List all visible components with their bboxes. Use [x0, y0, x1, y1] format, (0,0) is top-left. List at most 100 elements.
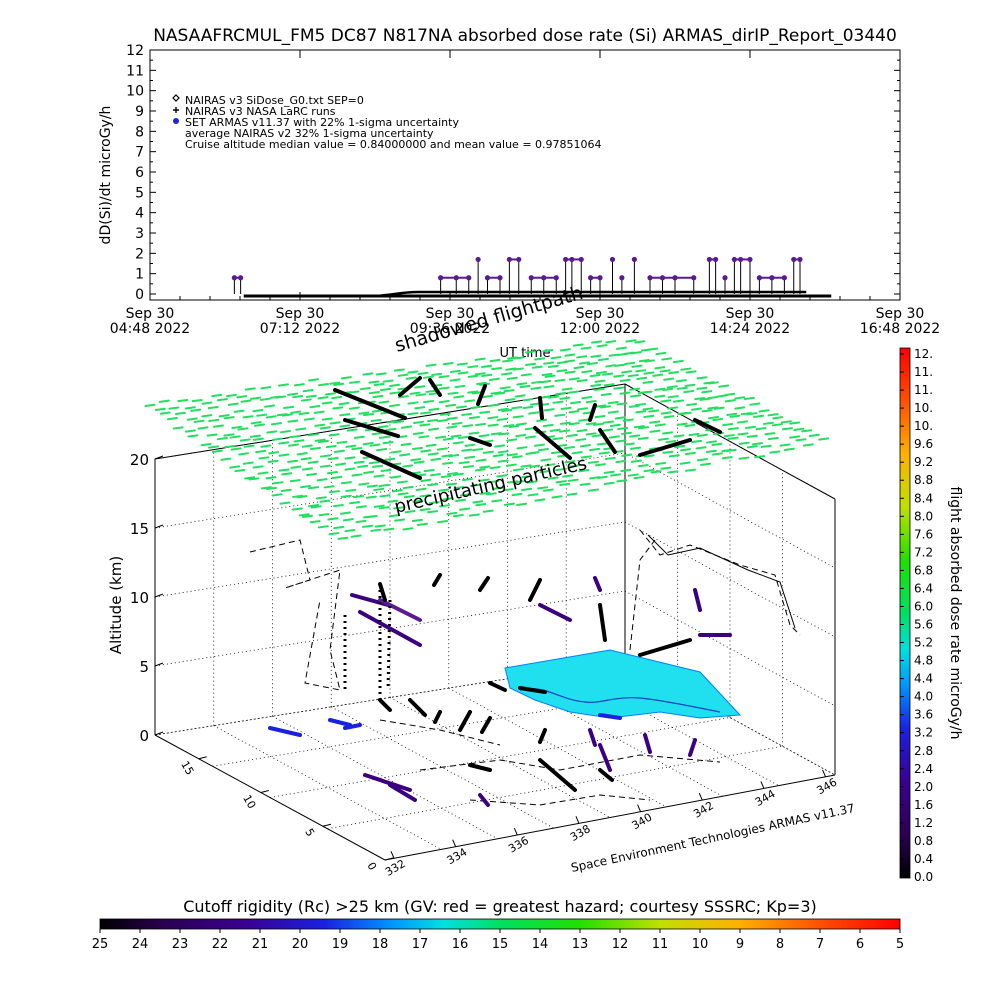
particle-dash — [328, 532, 340, 536]
particle-dash — [451, 421, 463, 426]
particle-dash — [514, 394, 526, 398]
particle-dash — [673, 399, 685, 403]
particle-dash — [429, 473, 441, 477]
particle-dash — [526, 480, 538, 484]
particle-dash — [591, 340, 603, 344]
colorbar-tick-label: 9.6 — [914, 437, 933, 451]
particle-dash — [369, 443, 381, 447]
bottom-colorbar — [99, 918, 901, 930]
particle-dash — [362, 524, 374, 528]
particle-dash — [511, 455, 523, 459]
particle-dash — [513, 356, 525, 360]
particle-dash — [212, 424, 224, 428]
particle-dash — [547, 476, 559, 480]
flightpath-segment — [343, 418, 400, 438]
particle-dash — [446, 425, 458, 429]
flightpath-segment — [476, 384, 487, 406]
top-chart-title: NASAAFRCMUL_FM5 DC87 N817NA absorbed dos… — [153, 26, 897, 46]
particle-dash — [278, 468, 290, 472]
particle-dash — [595, 404, 607, 408]
particle-dash — [256, 413, 268, 417]
x3-tick-label: 336 — [506, 834, 531, 856]
particle-dash — [229, 465, 241, 469]
particle-dash — [541, 372, 553, 377]
particle-dash — [452, 441, 464, 445]
particle-dash — [727, 436, 739, 440]
particle-dash — [452, 513, 464, 518]
particle-dash — [383, 527, 395, 531]
particle-dash — [382, 379, 394, 383]
y-tick-label: 10 — [126, 84, 144, 100]
particle-dash — [302, 467, 314, 471]
flightpath-segment — [433, 710, 442, 724]
particle-dash — [643, 468, 655, 473]
particle-dash — [412, 499, 424, 503]
particle-dash — [358, 411, 370, 415]
flightpath-segment — [328, 718, 352, 727]
particle-dash — [721, 456, 733, 460]
particle-dash — [529, 402, 541, 406]
particle-dash — [419, 507, 431, 512]
particle-dash — [764, 432, 776, 436]
particle-dash — [231, 425, 243, 430]
x3-tick-label: 338 — [568, 822, 593, 844]
particle-dash — [445, 403, 457, 408]
particle-dash — [446, 416, 458, 420]
particle-dash — [362, 412, 374, 417]
shadow-flightpath-right-solid — [647, 534, 796, 629]
particle-dash — [239, 438, 251, 442]
particle-dash — [499, 386, 511, 390]
particle-dash — [481, 394, 493, 399]
bottom-colorbar-tick-label: 9 — [736, 937, 744, 952]
flightpath-segment — [408, 698, 427, 717]
particle-dash — [490, 432, 502, 436]
particle-dash — [260, 486, 272, 490]
flightpath-segment — [538, 758, 577, 792]
particle-dash — [754, 455, 766, 459]
particle-dash — [298, 513, 310, 517]
particle-dash — [225, 393, 237, 398]
bottom-colorbar-tick-label: 7 — [816, 937, 824, 952]
particle-dash — [379, 387, 391, 392]
flightpath-segment — [533, 426, 572, 460]
particle-dash — [430, 457, 442, 462]
particle-dash — [628, 404, 640, 408]
particle-dash — [540, 458, 552, 462]
particle-dash — [552, 437, 564, 441]
particle-dash — [625, 339, 637, 343]
z-tick-mark — [154, 524, 164, 529]
particle-dash — [401, 425, 413, 429]
z-tick-label: 20 — [130, 451, 149, 469]
particle-dash — [616, 479, 628, 483]
particle-dash — [522, 405, 534, 410]
particle-dash — [660, 399, 672, 403]
particle-dash — [474, 468, 486, 472]
particle-dash — [631, 364, 643, 368]
particle-dash — [666, 385, 678, 389]
particle-dash — [676, 422, 688, 426]
y3-tick-mark — [384, 857, 394, 861]
armas-point — [597, 275, 603, 281]
particle-dash — [701, 409, 713, 413]
y-tick-label: 9 — [135, 104, 144, 120]
particle-dash — [236, 395, 248, 399]
particle-dash — [630, 394, 642, 398]
particle-dash — [290, 410, 302, 414]
particle-dash — [555, 391, 567, 396]
particle-dash — [438, 400, 450, 404]
particle-dash — [559, 421, 571, 425]
particle-dash — [442, 437, 454, 441]
particle-dash — [629, 387, 641, 391]
y3-tick-mark — [322, 823, 332, 827]
particle-dash — [461, 477, 473, 482]
bottom-colorbar-tick-label: 22 — [212, 937, 229, 952]
particle-dash — [402, 527, 414, 531]
particle-dash — [751, 442, 763, 446]
particle-dash — [403, 495, 415, 499]
particle-dash — [377, 425, 389, 429]
particle-dash — [718, 384, 730, 388]
particle-dash — [674, 444, 686, 449]
particle-dash — [501, 408, 513, 413]
particle-dash — [240, 399, 252, 403]
particle-dash — [413, 460, 425, 464]
